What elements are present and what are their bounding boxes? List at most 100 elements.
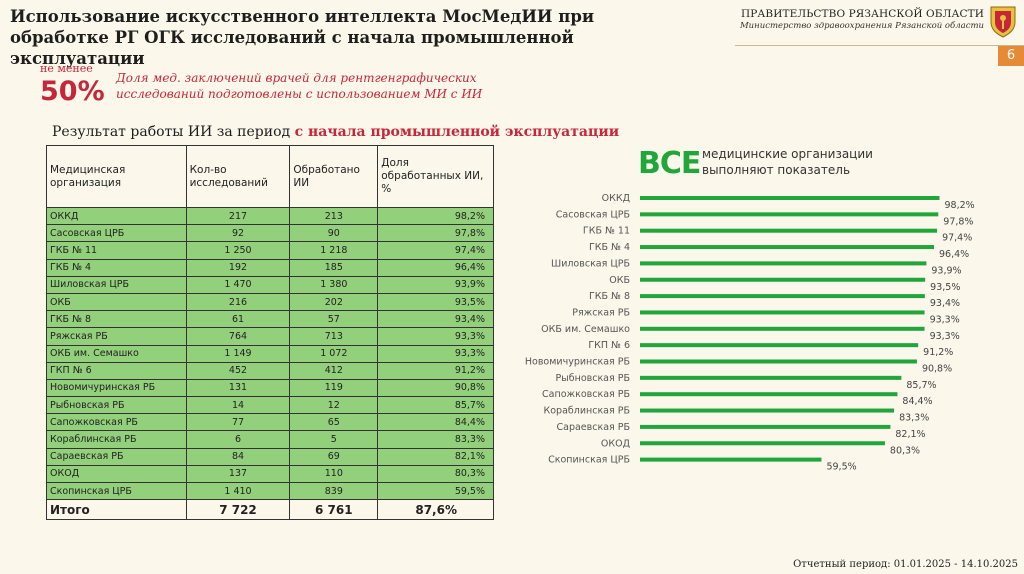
bar-value-label: 97,4% bbox=[942, 233, 972, 244]
bar-value-label: 91,2% bbox=[923, 347, 953, 358]
table-caption-highlight: с начала промышленной эксплуатации bbox=[294, 124, 620, 140]
header-divider bbox=[735, 45, 1024, 46]
table-row: ГКБ № 8 61 57 93,4% bbox=[46, 310, 494, 329]
coat-of-arms-icon bbox=[990, 6, 1016, 38]
bar bbox=[640, 196, 940, 200]
table-row: ОКОД 137 110 80,3% bbox=[46, 464, 494, 484]
cell-organization: ОКБ им. Семашко bbox=[46, 344, 187, 363]
all-organizations-highlight: ВСЕ bbox=[638, 146, 701, 181]
bar bbox=[640, 441, 885, 446]
minimum-description: Доля мед. заключений врачей для рентгенг… bbox=[116, 71, 483, 101]
bar bbox=[640, 326, 925, 331]
cell-studies: 1 410 bbox=[185, 481, 291, 501]
table-row: ОКБ 216 202 93,5% bbox=[46, 292, 494, 312]
cell-studies: 1 149 bbox=[185, 344, 291, 363]
cell-processed: 839 bbox=[289, 481, 379, 501]
table-row: ГКБ № 11 1 250 1 218 97,4% bbox=[46, 241, 494, 260]
table-row: Рыбновская РБ 14 12 85,7% bbox=[46, 396, 494, 415]
bar bbox=[640, 294, 925, 299]
bar-category-label: ОККД bbox=[602, 193, 630, 204]
cell-processed: 69 bbox=[289, 447, 379, 466]
total-label: Итого bbox=[46, 499, 187, 521]
cell-processed: 213 bbox=[289, 206, 379, 226]
bar bbox=[640, 343, 919, 348]
minimum-label: не менее bbox=[40, 62, 93, 75]
bar-category-label: Скопинская ЦРБ bbox=[548, 455, 630, 466]
cell-share: 59,5% bbox=[377, 481, 494, 501]
table-row: ОКБ им. Семашко 1 149 1 072 93,3% bbox=[46, 344, 494, 363]
bar-category-label: ОКОД bbox=[601, 438, 630, 449]
bar bbox=[640, 261, 927, 266]
cell-share: 83,3% bbox=[377, 430, 494, 449]
bar-value-label: 85,7% bbox=[906, 380, 936, 391]
cell-organization: Сапожковская РБ bbox=[46, 413, 187, 432]
cell-studies: 92 bbox=[185, 224, 291, 243]
cell-processed: 1 380 bbox=[289, 275, 379, 294]
cell-processed: 713 bbox=[289, 327, 379, 346]
cell-share: 93,3% bbox=[377, 327, 494, 346]
table-caption: Результат работы ИИ за период с начала п… bbox=[52, 124, 619, 140]
table-row: Скопинская ЦРБ 1 410 839 59,5% bbox=[46, 481, 494, 501]
cell-organization: ГКБ № 4 bbox=[46, 258, 187, 277]
cell-organization: Ряжская РБ bbox=[46, 327, 187, 346]
total-share: 87,6% bbox=[377, 499, 494, 521]
cell-share: 98,2% bbox=[377, 206, 494, 226]
cell-organization: ГКБ № 11 bbox=[46, 241, 187, 260]
bar bbox=[640, 408, 895, 413]
government-header: ПРАВИТЕЛЬСТВО РЯЗАНСКОЙ ОБЛАСТИ Министер… bbox=[740, 8, 984, 31]
cell-studies: 216 bbox=[185, 292, 291, 312]
bar-value-label: 80,3% bbox=[890, 445, 920, 456]
cell-processed: 90 bbox=[289, 224, 379, 243]
cell-processed: 1 072 bbox=[289, 344, 379, 363]
cell-share: 85,7% bbox=[377, 396, 494, 415]
bar-category-label: Сасовская ЦРБ bbox=[556, 209, 630, 220]
table-row: Сапожковская РБ 77 65 84,4% bbox=[46, 413, 494, 432]
cell-organization: ОКБ bbox=[46, 292, 187, 312]
bar bbox=[640, 228, 938, 233]
all-organizations-text: медицинские организации выполняют показа… bbox=[702, 147, 873, 177]
cell-studies: 6 bbox=[185, 430, 291, 449]
bar bbox=[640, 310, 925, 315]
bar-category-label: Ряжская РБ bbox=[572, 307, 630, 318]
bar-category-label: Кораблинская РБ bbox=[544, 406, 631, 417]
page-number-badge: 6 bbox=[998, 46, 1024, 66]
cell-studies: 14 bbox=[185, 396, 291, 415]
bar-value-label: 96,4% bbox=[939, 249, 969, 260]
column-header-studies: Кол-во исследований bbox=[185, 145, 291, 208]
cell-organization: Скопинская ЦРБ bbox=[46, 481, 187, 501]
results-table: Медицинская организация Кол-во исследова… bbox=[46, 145, 494, 521]
cell-share: 90,8% bbox=[377, 378, 494, 398]
bar-value-label: 93,5% bbox=[930, 282, 960, 293]
cell-share: 93,3% bbox=[377, 344, 494, 363]
bar-value-label: 93,9% bbox=[931, 265, 961, 276]
reporting-period: Отчетный период: 01.01.2025 - 14.10.2025 bbox=[793, 559, 1018, 570]
cell-share: 97,8% bbox=[377, 224, 494, 243]
bar bbox=[640, 359, 917, 364]
cell-processed: 5 bbox=[289, 430, 379, 449]
cell-processed: 110 bbox=[289, 464, 379, 484]
cell-processed: 119 bbox=[289, 378, 379, 398]
cell-studies: 77 bbox=[185, 413, 291, 432]
cell-organization: Новомичуринская РБ bbox=[46, 378, 187, 398]
cell-studies: 452 bbox=[185, 361, 291, 380]
government-name: ПРАВИТЕЛЬСТВО РЯЗАНСКОЙ ОБЛАСТИ bbox=[740, 8, 984, 20]
bar bbox=[640, 424, 891, 429]
table-header-row: Медицинская организация Кол-во исследова… bbox=[46, 145, 494, 208]
cell-studies: 84 bbox=[185, 447, 291, 466]
cell-organization: Сасовская ЦРБ bbox=[46, 224, 187, 243]
share-bar-chart: ОККД 98,2% Сасовская ЦРБ 97,8% ГКБ № 11 97,4%… bbox=[525, 193, 975, 473]
total-studies: 7 722 bbox=[185, 499, 291, 521]
table-caption-prefix: Результат работы ИИ за период bbox=[52, 124, 291, 140]
cell-organization: ОКОД bbox=[46, 464, 187, 484]
column-header-processed: Обработано ИИ bbox=[289, 145, 379, 208]
bar-value-label: 90,8% bbox=[922, 364, 952, 375]
cell-share: 93,4% bbox=[377, 310, 494, 329]
bar-value-label: 84,4% bbox=[902, 396, 932, 407]
cell-processed: 1 218 bbox=[289, 241, 379, 260]
cell-organization: Шиловская ЦРБ bbox=[46, 275, 187, 294]
bar bbox=[640, 375, 902, 380]
bar-value-label: 93,3% bbox=[930, 314, 960, 325]
cell-processed: 65 bbox=[289, 413, 379, 432]
ministry-name: Министерство здравоохранения Рязанской о… bbox=[739, 21, 984, 31]
cell-studies: 217 bbox=[185, 206, 291, 226]
